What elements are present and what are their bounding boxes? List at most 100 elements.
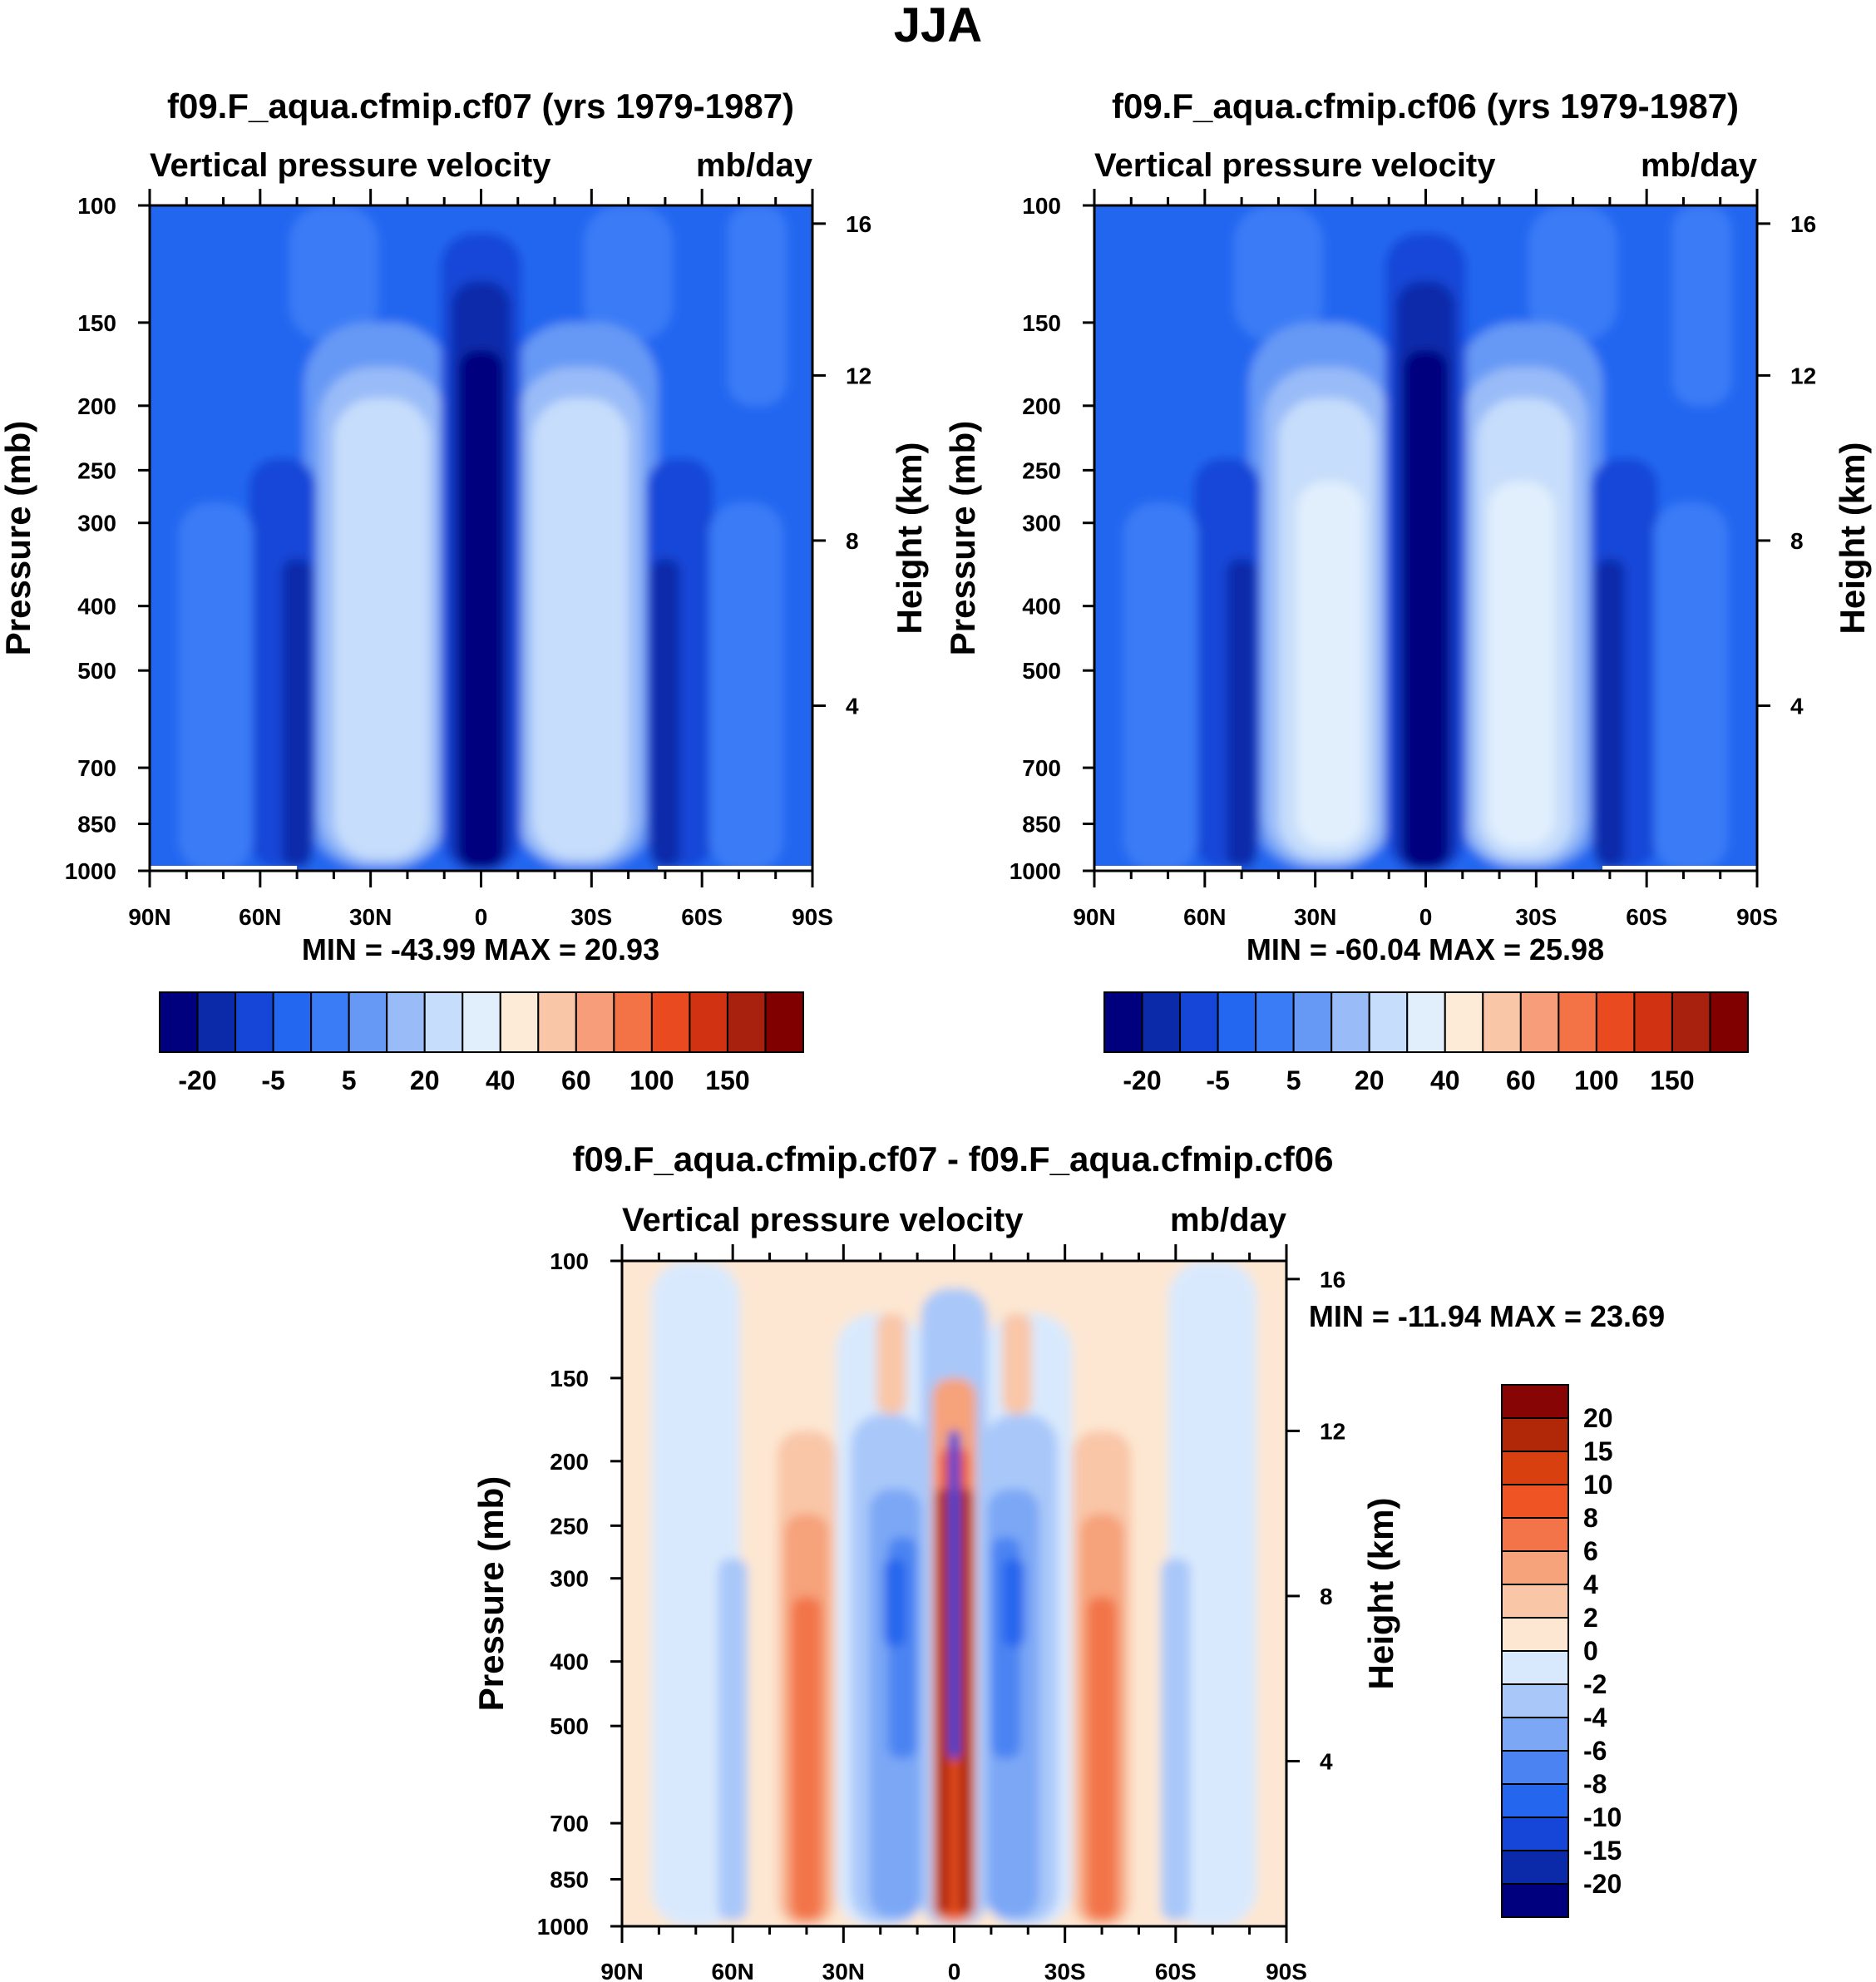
colorbar-box [196, 991, 237, 1053]
y-tick-label: 500 [77, 658, 116, 684]
y-right-tick-label: 4 [1320, 1748, 1333, 1774]
colorbar-box [1501, 1617, 1569, 1652]
y-right-axis-label: Height (km) [890, 442, 929, 635]
colorbar-label: -4 [1583, 1703, 1607, 1732]
plot-axes: 90N 60N 30N 0 30S 60S 90S 100 150 200 250 300 400 500… [537, 1244, 1345, 1982]
units-label: mb/day [1170, 1202, 1287, 1238]
colorbar-label: 4 [1583, 1569, 1598, 1599]
contour-band [282, 559, 312, 868]
colorbar-box [1406, 991, 1446, 1053]
colorbar-box [1444, 991, 1484, 1053]
y-tick-label: 300 [1022, 511, 1061, 536]
colorbar-box [1217, 991, 1257, 1053]
colorbar-box [1255, 991, 1295, 1053]
y-tick-label: 500 [1022, 658, 1061, 684]
y-right-tick-label: 12 [1320, 1418, 1345, 1444]
x-tick-label: 60N [239, 904, 281, 930]
colorbar-label: -5 [1206, 1065, 1229, 1095]
contour-band [1403, 349, 1449, 868]
contour-field [150, 205, 812, 871]
colorbar: -20 -5 5 20 40 60 100 150 [1103, 991, 1750, 1095]
contour-band [1528, 205, 1617, 342]
colorbar-label: -20 [1123, 1065, 1161, 1095]
colorbar-box [1501, 1417, 1569, 1452]
y-axis-label: Pressure (mb) [0, 421, 37, 655]
colorbar: -20 -5 5 20 40 60 100 150 [159, 991, 804, 1095]
y-tick-label: 1000 [1010, 858, 1061, 884]
colorbar-label: 2 [1583, 1603, 1598, 1633]
contour-band [458, 349, 504, 868]
colorbar-box [1501, 1384, 1569, 1419]
colorbar-label: -15 [1583, 1836, 1622, 1866]
contour-band [728, 205, 787, 406]
y-right-tick-label: 8 [1790, 528, 1804, 554]
colorbar-label: 60 [561, 1065, 591, 1095]
units-label: mb/day [696, 147, 813, 184]
min-max-stats: MIN = -43.99 MAX = 20.93 [302, 932, 659, 966]
y-right-axis-label: Height (km) [1833, 442, 1872, 635]
colorbar-label: 5 [342, 1065, 357, 1095]
min-max-stats: MIN = -11.94 MAX = 23.69 [1309, 1299, 1665, 1333]
colorbar-box [1558, 991, 1597, 1053]
contour-band [650, 559, 680, 868]
contour-band [179, 502, 253, 871]
y-tick-label: 250 [77, 457, 116, 483]
panel-title: f09.F_aqua.cfmip.cf07 (yrs 1979-1987) [167, 86, 794, 126]
colorbar-box [575, 991, 615, 1053]
colorbar-box [462, 991, 501, 1053]
x-tick-label: 90N [600, 1959, 643, 1982]
contour-band [718, 1558, 748, 1920]
colorbar-label: -5 [261, 1065, 284, 1095]
colorbar-box [726, 991, 767, 1053]
colorbar-box [650, 991, 691, 1053]
contour-field [622, 1261, 1286, 1926]
colorbar-box [1141, 991, 1182, 1053]
y-tick-label: 400 [550, 1649, 589, 1675]
x-tick-label: 90N [1073, 904, 1115, 930]
colorbar-label: 40 [486, 1065, 516, 1095]
y-right-axis-label: Height (km) [1361, 1498, 1400, 1690]
y-tick-label: 150 [550, 1366, 589, 1391]
field-layer [150, 205, 812, 871]
y-axis-label: Pressure (mb) [471, 1476, 511, 1711]
colorbar-box [1709, 991, 1750, 1053]
x-tick-label: 30S [1515, 904, 1557, 930]
x-tick-label: 60S [1626, 904, 1667, 930]
y-tick-label: 150 [1022, 310, 1061, 336]
field-layer [622, 1261, 1286, 1926]
figure-title: JJA [894, 0, 982, 52]
contour-band [1227, 559, 1256, 868]
y-right-tick-label: 8 [846, 528, 859, 554]
y-tick-label: 300 [77, 511, 116, 536]
surface-strip [1602, 866, 1757, 871]
x-tick-label: 90S [792, 904, 833, 930]
contour-band [1087, 1597, 1117, 1920]
x-tick-label: 0 [948, 1959, 961, 1982]
contour-band [289, 205, 378, 342]
contour-band [936, 1488, 951, 1915]
y-tick-label: 200 [1022, 393, 1061, 419]
y-tick-label: 700 [550, 1811, 589, 1836]
colorbar-box [423, 991, 464, 1053]
y-tick-label: 850 [77, 812, 116, 838]
colorbar-box [310, 991, 350, 1053]
x-tick-label: 0 [1419, 904, 1433, 930]
surface-strip [1094, 866, 1242, 871]
colorbar-box [1501, 1683, 1569, 1718]
colorbar-box [1103, 991, 1143, 1053]
colorbar-label: -2 [1583, 1669, 1607, 1699]
colorbar-box [348, 991, 388, 1053]
colorbar-label: 100 [629, 1065, 674, 1095]
x-tick-label: 60S [1155, 1959, 1197, 1982]
colorbar-box [764, 991, 804, 1053]
y-tick-label: 400 [77, 594, 116, 620]
colorbar-box [272, 991, 313, 1053]
colorbar-box [1501, 1451, 1569, 1485]
y-right-tick-label: 4 [846, 693, 859, 719]
y-tick-label: 250 [1022, 457, 1061, 483]
contour-field [1094, 205, 1757, 871]
contour-band [1123, 502, 1197, 871]
contour-band [1002, 1558, 1024, 1647]
contour-band [709, 502, 783, 871]
